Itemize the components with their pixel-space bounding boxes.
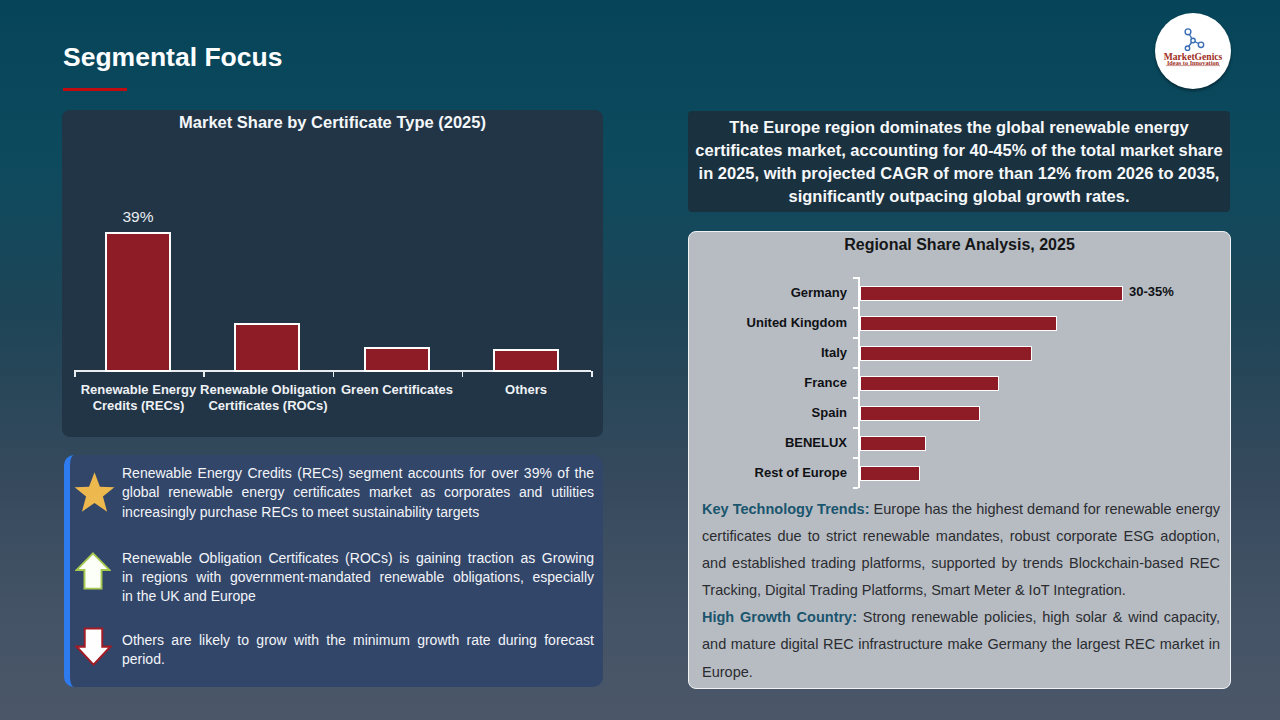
svg-text:Ideas to Innovation: Ideas to Innovation	[1166, 58, 1219, 65]
